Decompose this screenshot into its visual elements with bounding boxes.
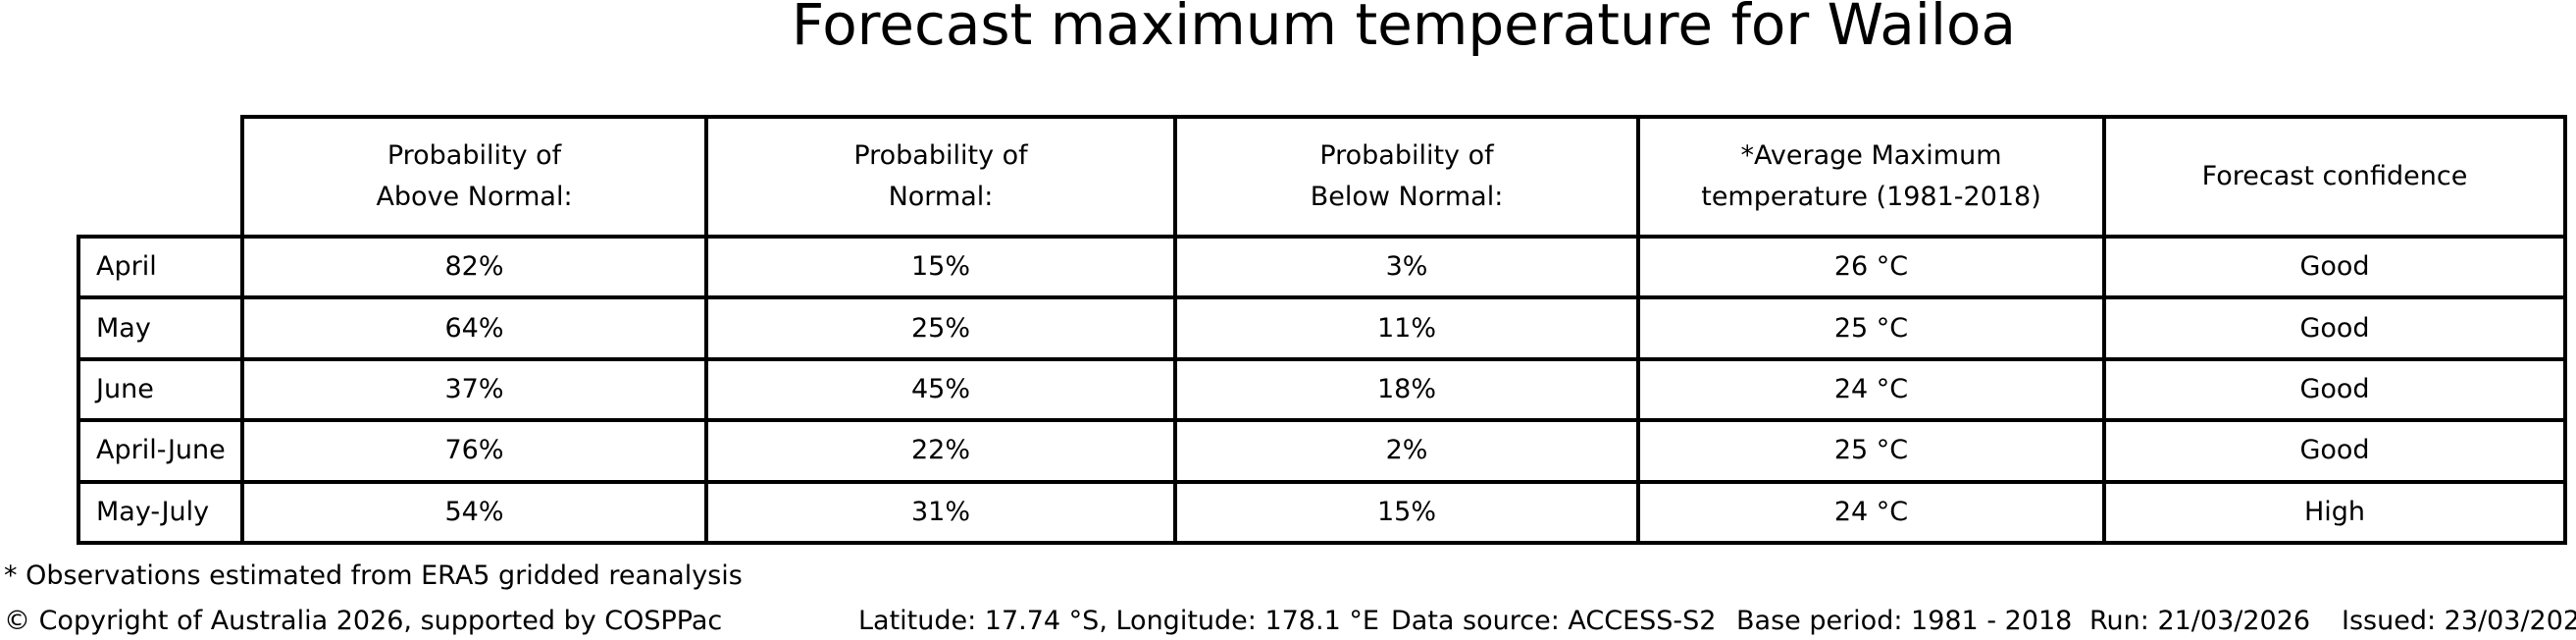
may-avg-max-temp: 25 °C [1640, 299, 2102, 357]
june-prob-below: 18% [1177, 360, 1636, 419]
header-avg-max-temperature: *Average Maximum temperature (1981-2018) [1640, 119, 2102, 235]
figure-title: Forecast maximum temperature for Wailoa [791, 0, 2017, 58]
april-june-prob-below: 2% [1177, 422, 1636, 480]
header-prob-below-normal: Probability of Below Normal: [1177, 119, 1636, 235]
data-source-text: Data source: ACCESS-S2 [1391, 606, 1717, 636]
copyright-text: © Copyright of Australia 2026, supported… [4, 606, 723, 636]
april-june-avg-max-temp: 25 °C [1640, 422, 2102, 480]
table-body: April 82% 15% 3% 26 °C Good May 64% 25% … [77, 235, 2567, 545]
may-july-avg-max-temp: 24 °C [1640, 483, 2102, 541]
row-label-april: April [80, 239, 240, 296]
may-prob-below: 11% [1177, 299, 1636, 357]
may-prob-normal: 25% [708, 299, 1173, 357]
run-date-text: Run: 21/03/2026 [2089, 606, 2311, 636]
june-avg-max-temp: 24 °C [1640, 360, 2102, 419]
issued-date-text: Issued: 23/03/2026 [2342, 606, 2576, 636]
row-label-april-june: April-June [80, 422, 240, 480]
row-label-june: June [80, 360, 240, 419]
may-july-confidence: High [2106, 483, 2563, 541]
june-prob-above: 37% [244, 360, 704, 419]
table-header-row: Probability of Above Normal: Probability… [240, 115, 2567, 239]
april-prob-below: 3% [1177, 239, 1636, 296]
may-july-prob-above: 54% [244, 483, 704, 541]
april-june-confidence: Good [2106, 422, 2563, 480]
observations-footnote: * Observations estimated from ERA5 gridd… [4, 560, 743, 591]
may-prob-above: 64% [244, 299, 704, 357]
june-prob-normal: 45% [708, 360, 1173, 419]
april-confidence: Good [2106, 239, 2563, 296]
header-prob-above-normal: Probability of Above Normal: [244, 119, 704, 235]
april-prob-normal: 15% [708, 239, 1173, 296]
april-june-prob-above: 76% [244, 422, 704, 480]
april-june-prob-normal: 22% [708, 422, 1173, 480]
may-confidence: Good [2106, 299, 2563, 357]
row-label-may: May [80, 299, 240, 357]
june-confidence: Good [2106, 360, 2563, 419]
header-prob-normal: Probability of Normal: [708, 119, 1173, 235]
may-july-prob-below: 15% [1177, 483, 1636, 541]
base-period-text: Base period: 1981 - 2018 [1736, 606, 2073, 636]
may-july-prob-normal: 31% [708, 483, 1173, 541]
april-avg-max-temp: 26 °C [1640, 239, 2102, 296]
lat-lon-text: Latitude: 17.74 °S, Longitude: 178.1 °E [858, 606, 1379, 636]
april-prob-above: 82% [244, 239, 704, 296]
header-forecast-confidence: Forecast confidence [2106, 119, 2563, 235]
row-label-may-july: May-July [80, 483, 240, 541]
